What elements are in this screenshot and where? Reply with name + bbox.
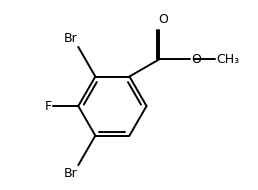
Text: CH₃: CH₃ (216, 53, 239, 66)
Text: O: O (159, 13, 168, 26)
Text: Br: Br (64, 167, 77, 180)
Text: O: O (191, 53, 201, 66)
Text: Br: Br (64, 32, 77, 45)
Text: F: F (45, 100, 52, 112)
